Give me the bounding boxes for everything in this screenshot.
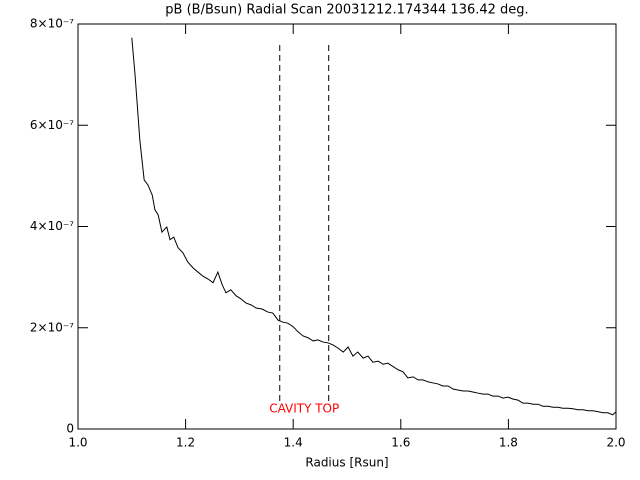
x-tick-label: 1.0	[68, 436, 87, 450]
y-tick-label: 8×10⁻⁷	[30, 17, 74, 31]
y-tick-label: 4×10⁻⁷	[30, 219, 74, 233]
data-line	[131, 37, 617, 416]
x-tick-label: 1.4	[284, 436, 303, 450]
annotation: CAVITY TOP	[269, 402, 339, 416]
y-tick-label: 2×10⁻⁷	[30, 320, 74, 334]
x-tick-label: 1.8	[499, 436, 518, 450]
x-tick-label: 2.0	[606, 436, 625, 450]
chart-title: pB (B/Bsun) Radial Scan 20031212.174344 …	[165, 3, 528, 18]
x-tick-label: 1.6	[391, 436, 410, 450]
x-axis-label: Radius [Rsun]	[305, 456, 388, 470]
x-tick-label: 1.2	[176, 436, 195, 450]
plot-frame	[77, 23, 617, 430]
y-tick-label: 0	[66, 422, 74, 436]
y-tick-label: 6×10⁻⁷	[30, 118, 74, 132]
